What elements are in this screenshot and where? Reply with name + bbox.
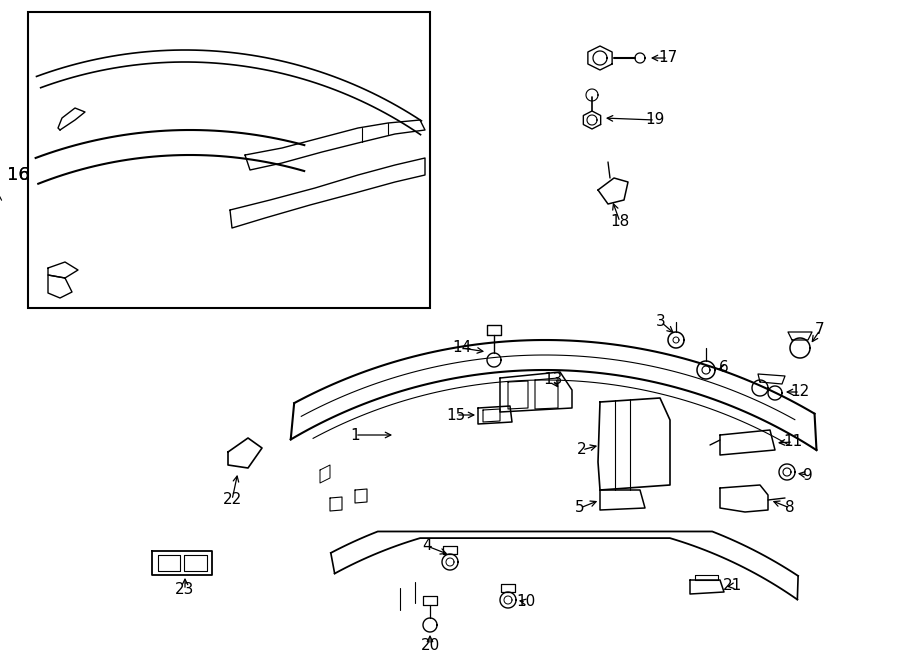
- Text: 2: 2: [577, 442, 587, 457]
- Text: 16: 16: [6, 166, 30, 184]
- Text: 1: 1: [350, 428, 360, 442]
- Text: 3: 3: [656, 315, 666, 329]
- Text: 11: 11: [783, 434, 803, 449]
- Text: 16: 16: [6, 166, 30, 184]
- Text: 14: 14: [453, 340, 472, 356]
- Text: 23: 23: [176, 582, 194, 598]
- Text: 17: 17: [659, 50, 678, 65]
- Text: 9: 9: [803, 467, 813, 483]
- Text: 13: 13: [544, 373, 562, 387]
- Text: 4: 4: [422, 539, 432, 553]
- Text: 12: 12: [790, 385, 810, 399]
- Text: 6: 6: [719, 360, 729, 375]
- Text: 5: 5: [575, 500, 585, 516]
- Text: 21: 21: [723, 578, 742, 594]
- Text: 8: 8: [785, 500, 795, 516]
- Text: 20: 20: [420, 637, 439, 652]
- Bar: [28, 12, 430, 308]
- Text: 7: 7: [815, 323, 824, 338]
- Text: 22: 22: [222, 492, 241, 508]
- Text: 10: 10: [517, 594, 535, 609]
- Text: 18: 18: [610, 215, 630, 229]
- Text: 19: 19: [645, 112, 665, 128]
- Text: 15: 15: [446, 407, 465, 422]
